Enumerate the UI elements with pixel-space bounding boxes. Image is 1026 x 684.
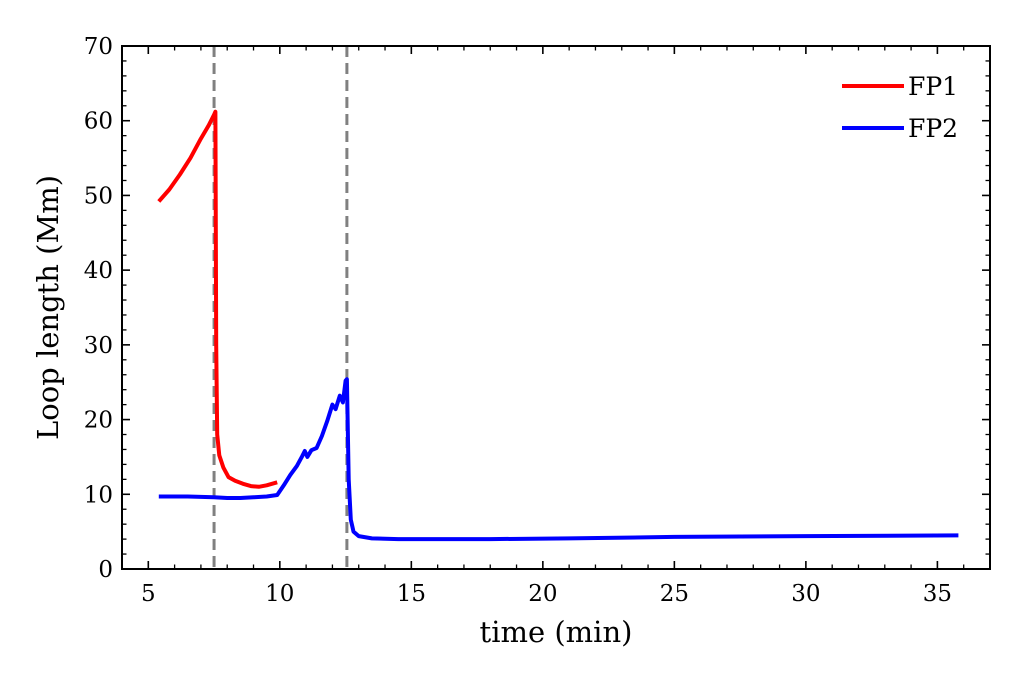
legend-label-fp1: FP1	[908, 72, 958, 101]
legend-label-fp2: FP2	[908, 114, 958, 143]
x-axis-label: time (min)	[480, 615, 633, 649]
y-tick-label: 30	[84, 333, 113, 359]
y-tick-label: 40	[84, 258, 113, 284]
series-layer	[157, 109, 959, 542]
x-tick-label: 10	[265, 581, 294, 607]
y-tick-label: 60	[84, 109, 113, 135]
x-tick-label: 15	[397, 581, 426, 607]
y-tick-label: 0	[98, 557, 113, 583]
x-tick-label: 35	[923, 581, 952, 607]
series-line-fp2	[158, 377, 959, 542]
series-line-fp1	[157, 109, 278, 489]
plot-frame	[121, 45, 991, 570]
x-tick-label: 5	[141, 581, 156, 607]
y-tick-label: 10	[84, 482, 113, 508]
x-tick-label: 30	[791, 581, 820, 607]
y-tick-label: 70	[84, 34, 113, 60]
x-tick-label: 25	[660, 581, 689, 607]
x-tick-label: 20	[528, 581, 557, 607]
tick-labels: 5 10 15 20 25 30 35 0 10 20 30 40 50 60 70	[84, 34, 952, 607]
y-tick-label: 20	[84, 408, 113, 434]
y-axis-label: Loop length (Mm)	[31, 175, 65, 440]
y-tick-label: 50	[84, 183, 113, 209]
